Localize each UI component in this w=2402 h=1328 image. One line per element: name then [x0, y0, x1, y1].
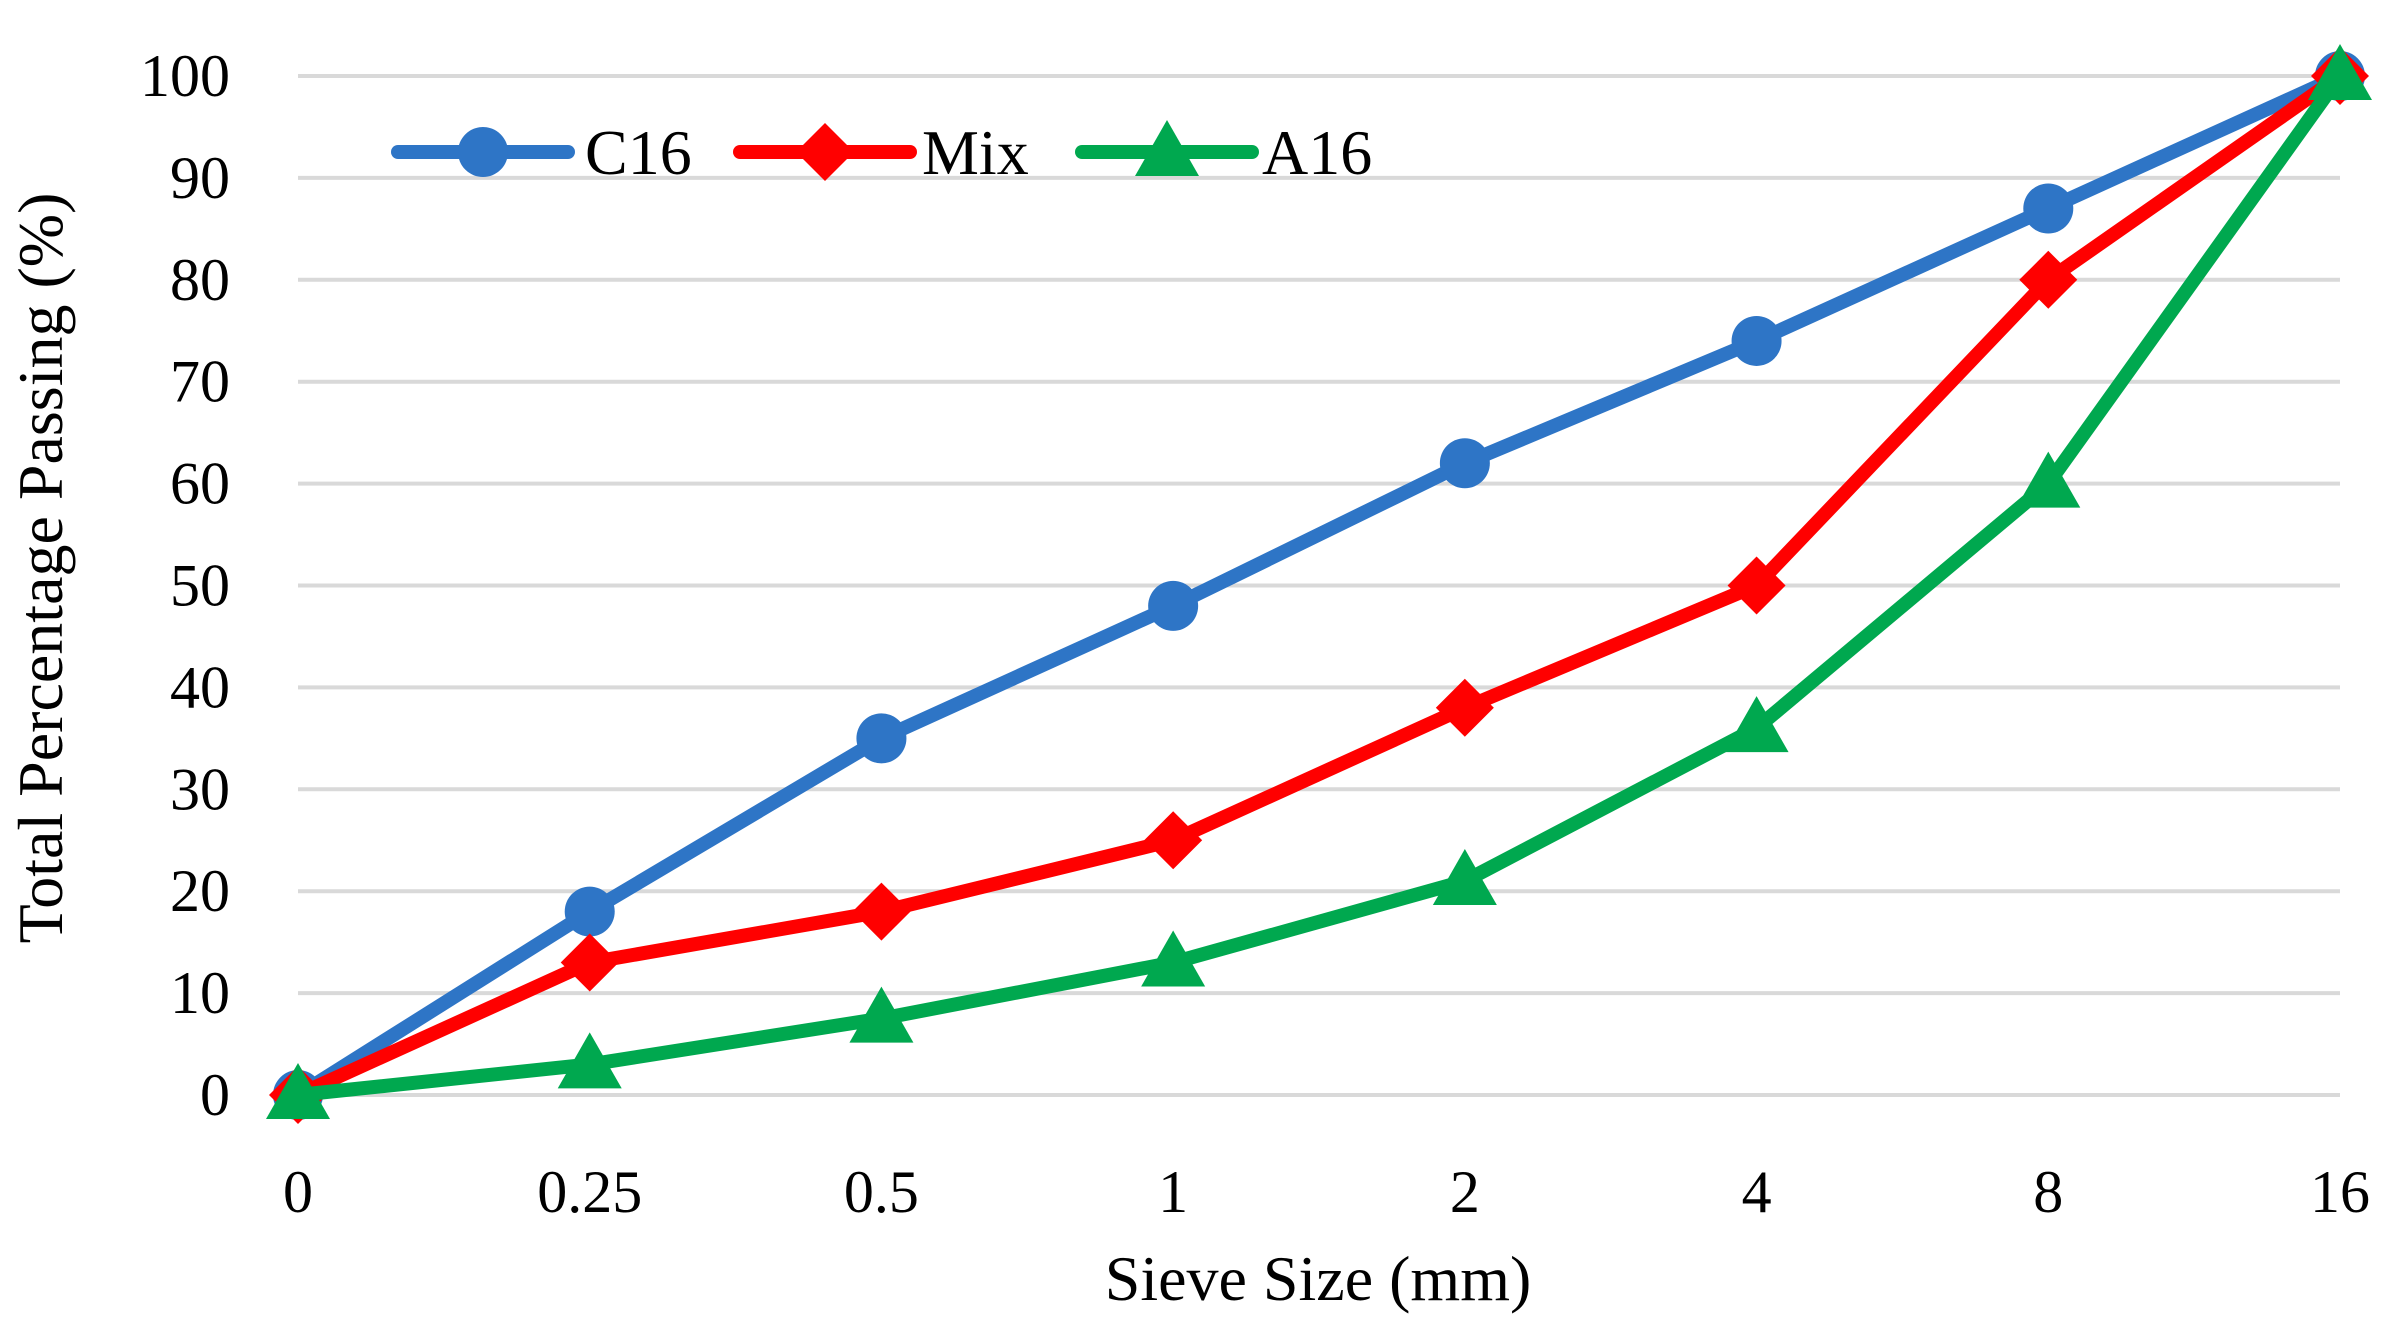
y-tick-label: 20: [170, 858, 230, 924]
data-point-mix: [852, 882, 911, 941]
data-point-c16: [856, 713, 907, 764]
data-point-c16: [2023, 183, 2074, 234]
y-tick-label: 90: [170, 145, 230, 211]
data-point-a16: [557, 1032, 622, 1089]
series-a16: [266, 44, 2372, 1119]
legend-label: Mix: [922, 117, 1029, 188]
legend-swatch-marker: [458, 127, 508, 177]
y-tick-label: 60: [170, 451, 230, 517]
legend-swatch-marker: [796, 123, 854, 181]
y-tick-label: 40: [170, 654, 230, 720]
x-tick-label: 0.25: [537, 1159, 642, 1225]
y-axis-title: Total Percentage Passing (%): [5, 193, 76, 944]
x-tick-label: 8: [2033, 1159, 2063, 1225]
legend-item-c16: C16: [391, 117, 692, 188]
data-point-mix: [560, 933, 619, 992]
data-point-a16: [1141, 930, 1206, 987]
legend-swatch-marker: [1135, 120, 1199, 176]
legend: C16 Mix A16: [391, 117, 1372, 188]
gridlines: [298, 74, 2340, 1097]
data-point-a16: [849, 986, 914, 1043]
x-tick-label: 1: [1158, 1159, 1188, 1225]
x-tick-label: 4: [1742, 1159, 1772, 1225]
data-point-mix: [1727, 556, 1786, 615]
data-point-c16: [1731, 315, 1782, 366]
series-line-a16: [291, 69, 2347, 1102]
data-point-c16: [1148, 580, 1199, 631]
data-point-c16: [1439, 438, 1490, 489]
data-point-mix: [1435, 678, 1494, 737]
legend-label: A16: [1262, 117, 1372, 188]
y-tick-label: 30: [170, 756, 230, 822]
x-axis-ticks: 0 0.25 0.5 1 2 4 8 16: [283, 1159, 2370, 1225]
x-axis-title: Sieve Size (mm): [1105, 1243, 1532, 1314]
data-point-a16: [2016, 451, 2081, 508]
y-tick-label: 80: [170, 247, 230, 313]
series-line-c16: [291, 69, 2347, 1102]
data-point-a16: [2308, 44, 2372, 100]
x-tick-label: 0: [283, 1159, 313, 1225]
series-lines: [266, 44, 2372, 1124]
x-tick-label: 2: [1450, 1159, 1480, 1225]
legend-item-mix: Mix: [733, 117, 1029, 188]
y-axis-ticks: 0 10 20 30 40 50 60 70 80 90 100: [140, 43, 230, 1128]
y-tick-label: 10: [170, 960, 230, 1026]
series-line-mix: [291, 69, 2347, 1102]
data-point-mix: [2019, 250, 2078, 309]
data-point-a16: [1432, 849, 1497, 906]
y-tick-label: 70: [170, 349, 230, 415]
legend-item-a16: A16: [1075, 117, 1372, 188]
data-point-mix: [1144, 811, 1203, 870]
data-point-a16: [266, 1063, 330, 1119]
y-tick-label: 0: [200, 1062, 230, 1128]
x-tick-label: 16: [2310, 1159, 2370, 1225]
y-tick-label: 100: [140, 43, 230, 109]
x-tick-label: 0.5: [844, 1159, 919, 1225]
legend-label: C16: [585, 117, 692, 188]
data-point-a16: [1724, 696, 1789, 753]
y-tick-label: 50: [170, 553, 230, 619]
data-point-c16: [564, 886, 615, 937]
